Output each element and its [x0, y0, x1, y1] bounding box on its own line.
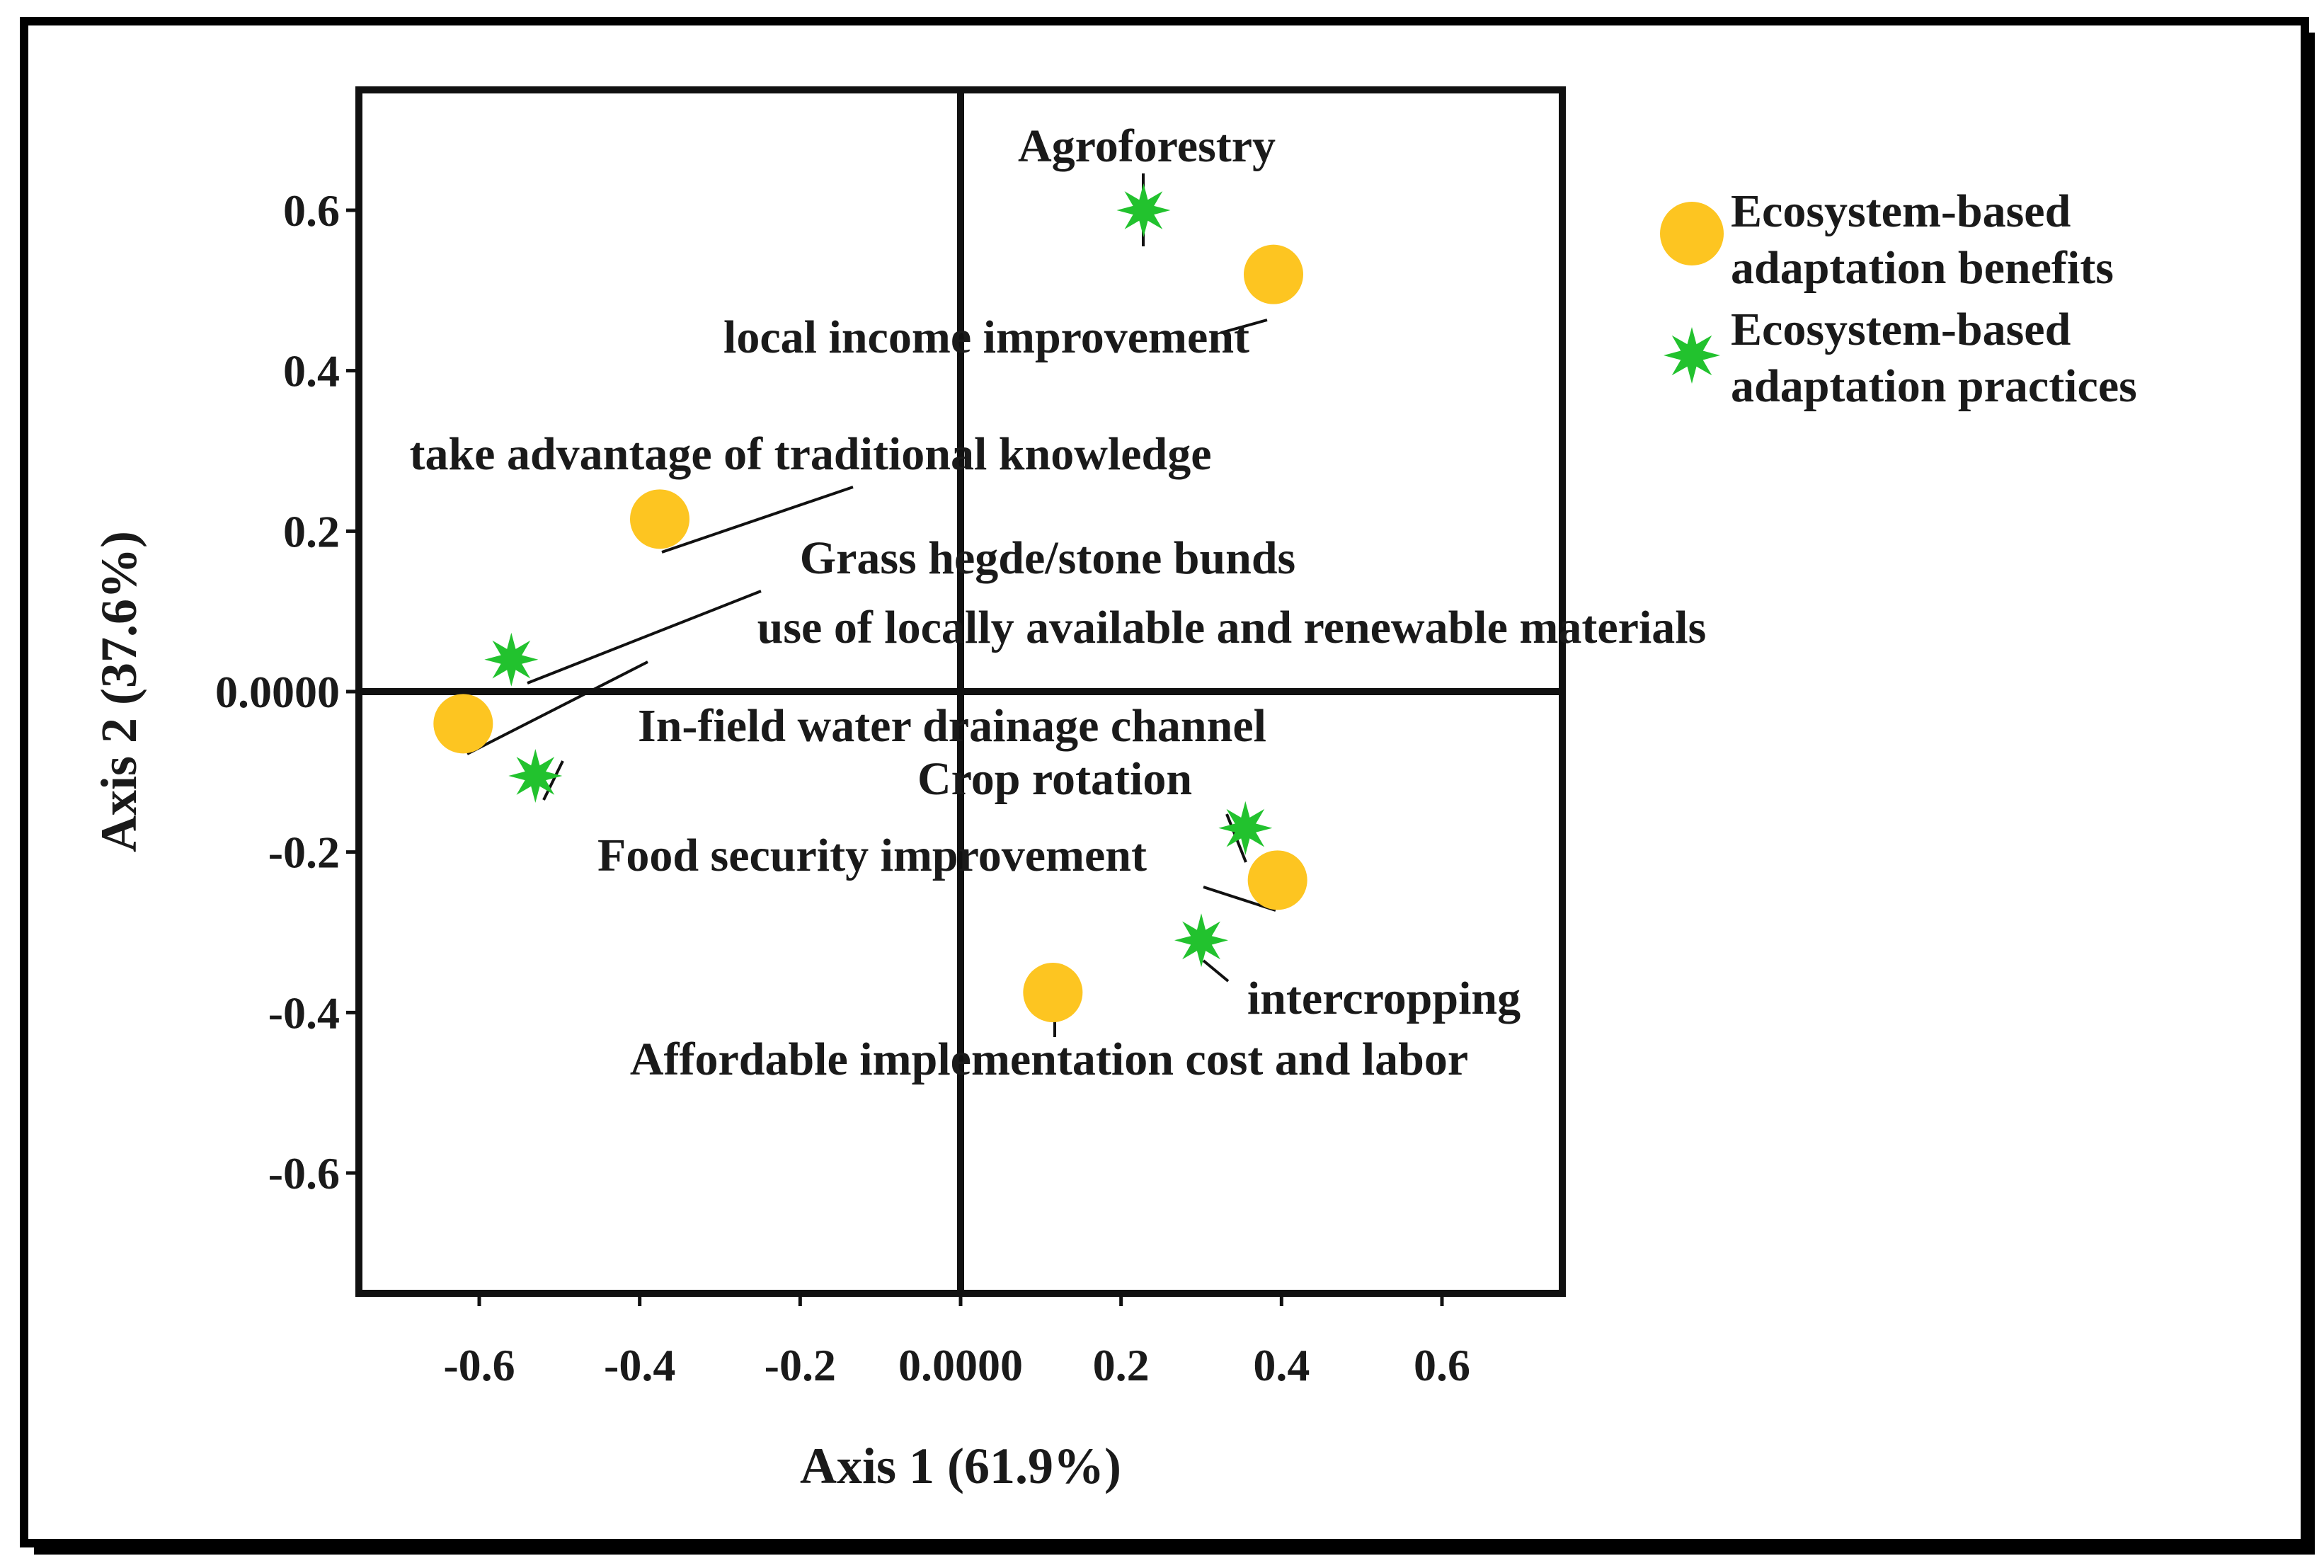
- leader-line: [1202, 959, 1230, 983]
- point-label: Crop rotation: [917, 753, 1192, 805]
- practice-point: [508, 749, 563, 803]
- point-label: intercropping: [1247, 973, 1521, 1024]
- practice-point: [484, 632, 539, 687]
- point-label: Grass hegde/stone bunds: [800, 532, 1296, 584]
- point-label: Food security improvement: [597, 830, 1147, 881]
- y-tick-label: -0.4: [268, 988, 340, 1038]
- x-tick-label: -0.6: [443, 1340, 515, 1390]
- legend-label-benefits-line2: adaptation benefits: [1731, 242, 2114, 294]
- legend-label-benefits-line1: Ecosystem-based: [1731, 185, 2071, 237]
- x-tick-label: 0.4: [1253, 1340, 1310, 1390]
- y-tick-label: -0.2: [268, 828, 340, 878]
- leader-line: [1203, 886, 1276, 912]
- leader-line: [466, 660, 648, 755]
- leader-line: [661, 486, 854, 554]
- x-tick-label: 0.2: [1093, 1340, 1150, 1390]
- legend-label-practices-line1: Ecosystem-based: [1731, 304, 2071, 355]
- benefit-point: [1243, 244, 1303, 304]
- practice-point: [1218, 801, 1273, 855]
- legend-star-shape: [1664, 327, 1720, 384]
- data-markers: [433, 183, 1307, 1022]
- y-tick-label: -0.6: [268, 1148, 340, 1198]
- x-tick-label: -0.2: [765, 1340, 836, 1390]
- benefit-point: [433, 694, 493, 754]
- point-label: Agroforestry: [1018, 120, 1276, 172]
- y-tick-label: 0.4: [283, 346, 340, 396]
- x-axis-label: Axis 1 (61.9%): [800, 1438, 1121, 1494]
- y-axis-label: Axis 2 (37.6%): [91, 531, 147, 852]
- point-label: take advantage of traditional knowledge: [409, 428, 1211, 480]
- point-labels: local income improvement take advantage o…: [409, 120, 1706, 1085]
- benefit-point: [1247, 850, 1307, 910]
- point-label: local income improvement: [723, 311, 1249, 363]
- leader-line: [1220, 319, 1268, 334]
- y-tick-label: 0.6: [283, 185, 340, 236]
- x-tick-label: 0.6: [1414, 1340, 1470, 1390]
- legend-marker-practices: [1664, 327, 1720, 384]
- x-tick-label: -0.4: [604, 1340, 675, 1390]
- axis-ticks: -0.6 -0.4 -0.2 0.0000 0.2 0.4 0.6 0.6 0.4 0.2 0.00…: [215, 185, 1470, 1390]
- figure-frame: [20, 17, 2309, 1547]
- practice-point: [1174, 913, 1228, 968]
- leader-line: [527, 590, 762, 685]
- leader-line: [542, 760, 564, 801]
- point-label: In-field water drainage channel: [638, 700, 1266, 752]
- legend: Ecosystem-based adaptation benefits Ecos…: [1660, 185, 2137, 412]
- benefit-point: [1023, 962, 1083, 1022]
- x-tick-label: 0.0000: [898, 1340, 1023, 1390]
- legend-label-practices-line2: adaptation practices: [1731, 360, 2137, 412]
- point-label: Affordable implementation cost and labor: [630, 1034, 1468, 1085]
- point-label: use of locally available and renewable m…: [757, 602, 1707, 653]
- y-tick-label: 0.0000: [215, 667, 340, 717]
- y-tick-label: 0.2: [283, 506, 340, 556]
- legend-marker-benefits: [1660, 202, 1724, 265]
- practice-point: [1116, 183, 1171, 237]
- benefit-point: [630, 489, 690, 549]
